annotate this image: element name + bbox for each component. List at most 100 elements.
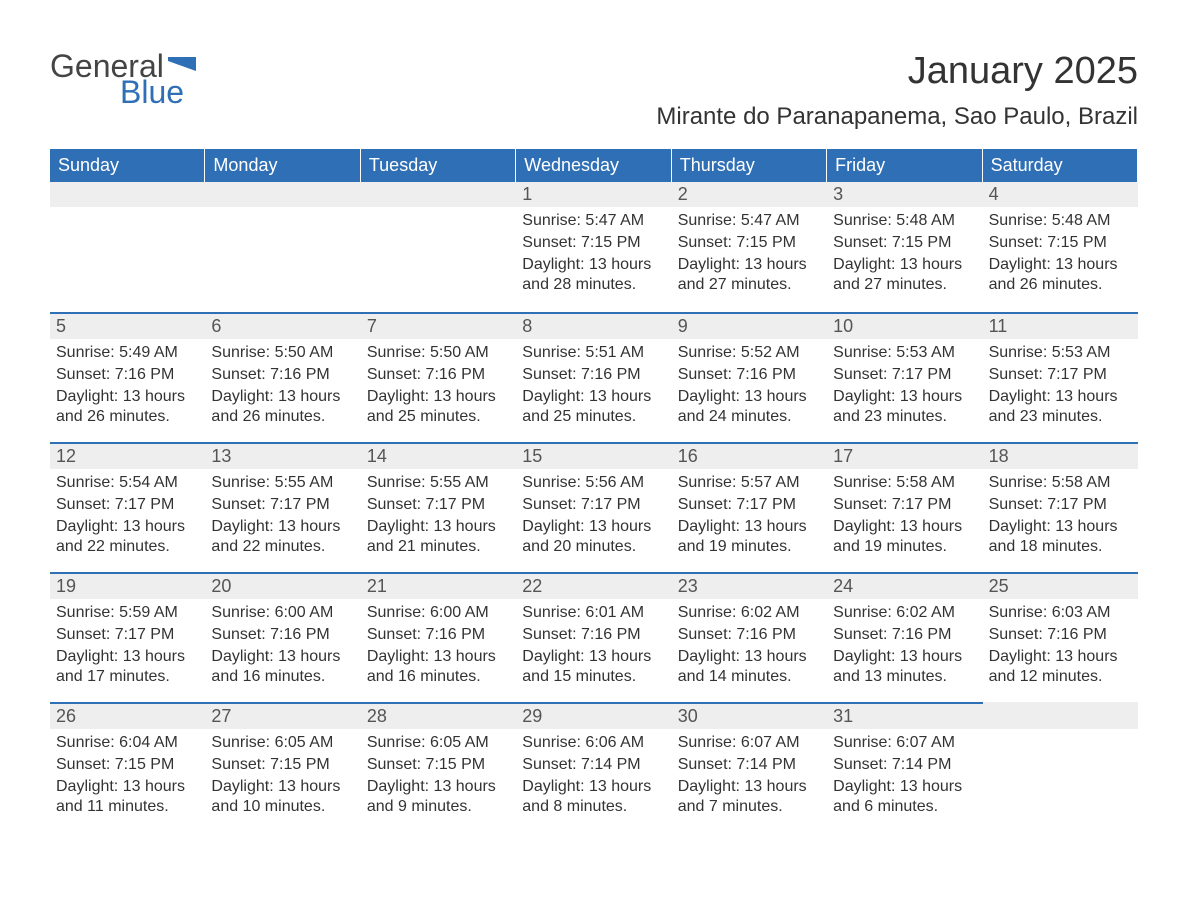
day-number: 18 bbox=[983, 442, 1138, 469]
daylight-text: Daylight: 13 hours and 8 minutes. bbox=[522, 777, 665, 819]
sunset-text: Sunset: 7:16 PM bbox=[678, 625, 821, 646]
day-info: Sunrise: 6:05 AMSunset: 7:15 PMDaylight:… bbox=[361, 733, 516, 818]
day-info: Sunrise: 6:00 AMSunset: 7:16 PMDaylight:… bbox=[205, 603, 360, 688]
day-info: Sunrise: 6:03 AMSunset: 7:16 PMDaylight:… bbox=[983, 603, 1138, 688]
sunrise-text: Sunrise: 5:50 AM bbox=[367, 343, 510, 364]
sunset-text: Sunset: 7:16 PM bbox=[56, 365, 199, 386]
daylight-text: Daylight: 13 hours and 12 minutes. bbox=[989, 647, 1132, 689]
day-cell: 25 Sunrise: 6:03 AMSunset: 7:16 PMDayligh… bbox=[983, 572, 1138, 702]
daylight-text: Daylight: 13 hours and 21 minutes. bbox=[367, 517, 510, 559]
day-info: Sunrise: 5:53 AMSunset: 7:17 PMDaylight:… bbox=[983, 343, 1138, 428]
day-cell: 9Sunrise: 5:52 AMSunset: 7:16 PMDaylight… bbox=[672, 312, 827, 442]
sunset-text: Sunset: 7:17 PM bbox=[833, 495, 976, 516]
sunrise-text: Sunrise: 6:02 AM bbox=[833, 603, 976, 624]
sunset-text: Sunset: 7:16 PM bbox=[833, 625, 976, 646]
sunrise-text: Sunrise: 6:03 AM bbox=[989, 603, 1132, 624]
weekday-header: Tuesday bbox=[361, 149, 516, 182]
day-cell: 22Sunrise: 6:01 AMSunset: 7:16 PMDayligh… bbox=[516, 572, 671, 702]
daylight-text: Daylight: 13 hours and 26 minutes. bbox=[211, 387, 354, 429]
day-info: Sunrise: 5:50 AMSunset: 7:16 PMDaylight:… bbox=[205, 343, 360, 428]
day-cell: 17Sunrise: 5:58 AMSunset: 7:17 PMDayligh… bbox=[827, 442, 982, 572]
title-block: January 2025 Mirante do Paranapanema, Sa… bbox=[656, 50, 1138, 141]
day-info: Sunrise: 5:58 AMSunset: 7:17 PMDaylight:… bbox=[983, 473, 1138, 558]
weekday-header: Sunday bbox=[50, 149, 205, 182]
day-number: 6 bbox=[205, 312, 360, 339]
day-number: 19 bbox=[50, 572, 205, 599]
sunrise-text: Sunrise: 5:59 AM bbox=[56, 603, 199, 624]
day-info: Sunrise: 5:48 AMSunset: 7:15 PMDaylight:… bbox=[827, 211, 982, 296]
day-cell: 14Sunrise: 5:55 AMSunset: 7:17 PMDayligh… bbox=[361, 442, 516, 572]
weekday-header: Friday bbox=[827, 149, 982, 182]
sunrise-text: Sunrise: 5:55 AM bbox=[211, 473, 354, 494]
sunrise-text: Sunrise: 5:58 AM bbox=[833, 473, 976, 494]
day-cell: 6 Sunrise: 5:50 AMSunset: 7:16 PMDaylight… bbox=[205, 312, 360, 442]
daylight-text: Daylight: 13 hours and 16 minutes. bbox=[211, 647, 354, 689]
sunset-text: Sunset: 7:15 PM bbox=[367, 755, 510, 776]
day-number: 2 bbox=[672, 182, 827, 207]
sunrise-text: Sunrise: 6:01 AM bbox=[522, 603, 665, 624]
sunrise-text: Sunrise: 5:58 AM bbox=[989, 473, 1132, 494]
daylight-text: Daylight: 13 hours and 25 minutes. bbox=[522, 387, 665, 429]
day-cell: 10Sunrise: 5:53 AMSunset: 7:17 PMDayligh… bbox=[827, 312, 982, 442]
day-cell: 28Sunrise: 6:05 AMSunset: 7:15 PMDayligh… bbox=[361, 702, 516, 832]
sunset-text: Sunset: 7:17 PM bbox=[678, 495, 821, 516]
daylight-text: Daylight: 13 hours and 17 minutes. bbox=[56, 647, 199, 689]
sunrise-text: Sunrise: 6:07 AM bbox=[678, 733, 821, 754]
day-info: Sunrise: 5:57 AMSunset: 7:17 PMDaylight:… bbox=[672, 473, 827, 558]
day-cell: 27Sunrise: 6:05 AMSunset: 7:15 PMDayligh… bbox=[205, 702, 360, 832]
sunrise-text: Sunrise: 5:48 AM bbox=[989, 211, 1132, 232]
daylight-text: Daylight: 13 hours and 27 minutes. bbox=[678, 255, 821, 297]
day-number: 5 bbox=[50, 312, 205, 339]
daylight-text: Daylight: 13 hours and 23 minutes. bbox=[833, 387, 976, 429]
sunset-text: Sunset: 7:16 PM bbox=[211, 625, 354, 646]
day-number: 8 bbox=[516, 312, 671, 339]
daylight-text: Daylight: 13 hours and 14 minutes. bbox=[678, 647, 821, 689]
day-cell: 13Sunrise: 5:55 AMSunset: 7:17 PMDayligh… bbox=[205, 442, 360, 572]
sunrise-text: Sunrise: 5:47 AM bbox=[522, 211, 665, 232]
day-number: 12 bbox=[50, 442, 205, 469]
daylight-text: Daylight: 13 hours and 11 minutes. bbox=[56, 777, 199, 819]
daylight-text: Daylight: 13 hours and 23 minutes. bbox=[989, 387, 1132, 429]
day-info: Sunrise: 5:50 AMSunset: 7:16 PMDaylight:… bbox=[361, 343, 516, 428]
sunset-text: Sunset: 7:15 PM bbox=[211, 755, 354, 776]
day-cell: 19Sunrise: 5:59 AMSunset: 7:17 PMDayligh… bbox=[50, 572, 205, 702]
sunrise-text: Sunrise: 5:54 AM bbox=[56, 473, 199, 494]
day-info: Sunrise: 5:55 AMSunset: 7:17 PMDaylight:… bbox=[361, 473, 516, 558]
sunset-text: Sunset: 7:17 PM bbox=[56, 495, 199, 516]
sunrise-text: Sunrise: 6:05 AM bbox=[211, 733, 354, 754]
daylight-text: Daylight: 13 hours and 6 minutes. bbox=[833, 777, 976, 819]
sunset-text: Sunset: 7:16 PM bbox=[211, 365, 354, 386]
day-number: 7 bbox=[361, 312, 516, 339]
day-cell: 24Sunrise: 6:02 AMSunset: 7:16 PMDayligh… bbox=[827, 572, 982, 702]
day-info: Sunrise: 6:04 AMSunset: 7:15 PMDaylight:… bbox=[50, 733, 205, 818]
day-info: Sunrise: 6:07 AMSunset: 7:14 PMDaylight:… bbox=[827, 733, 982, 818]
sunset-text: Sunset: 7:15 PM bbox=[989, 233, 1132, 254]
sunset-text: Sunset: 7:15 PM bbox=[56, 755, 199, 776]
day-cell: 12 Sunrise: 5:54 AMSunset: 7:17 PMDayligh… bbox=[50, 442, 205, 572]
day-info: Sunrise: 5:51 AMSunset: 7:16 PMDaylight:… bbox=[516, 343, 671, 428]
day-cell: 3 Sunrise: 5:48 AMSunset: 7:15 PMDaylight… bbox=[827, 182, 982, 312]
sunrise-text: Sunrise: 6:00 AM bbox=[211, 603, 354, 624]
sunrise-text: Sunrise: 5:53 AM bbox=[989, 343, 1132, 364]
sunset-text: Sunset: 7:15 PM bbox=[678, 233, 821, 254]
sunset-text: Sunset: 7:14 PM bbox=[833, 755, 976, 776]
day-cell: 18 Sunrise: 5:58 AMSunset: 7:17 PMDayligh… bbox=[983, 442, 1138, 572]
sunrise-text: Sunrise: 5:53 AM bbox=[833, 343, 976, 364]
sunset-text: Sunset: 7:17 PM bbox=[211, 495, 354, 516]
daylight-text: Daylight: 13 hours and 22 minutes. bbox=[56, 517, 199, 559]
sunset-text: Sunset: 7:17 PM bbox=[989, 495, 1132, 516]
day-number: 25 bbox=[983, 572, 1138, 599]
sunset-text: Sunset: 7:16 PM bbox=[367, 365, 510, 386]
sunrise-text: Sunrise: 5:50 AM bbox=[211, 343, 354, 364]
day-number: 3 bbox=[827, 182, 982, 207]
day-number bbox=[50, 182, 205, 207]
day-number: 13 bbox=[205, 442, 360, 469]
day-number: 30 bbox=[672, 702, 827, 729]
day-number: 15 bbox=[516, 442, 671, 469]
sunrise-text: Sunrise: 5:56 AM bbox=[522, 473, 665, 494]
day-number: 21 bbox=[361, 572, 516, 599]
daylight-text: Daylight: 13 hours and 27 minutes. bbox=[833, 255, 976, 297]
day-cell: 21Sunrise: 6:00 AMSunset: 7:16 PMDayligh… bbox=[361, 572, 516, 702]
day-cell bbox=[50, 182, 205, 312]
sunrise-text: Sunrise: 5:55 AM bbox=[367, 473, 510, 494]
